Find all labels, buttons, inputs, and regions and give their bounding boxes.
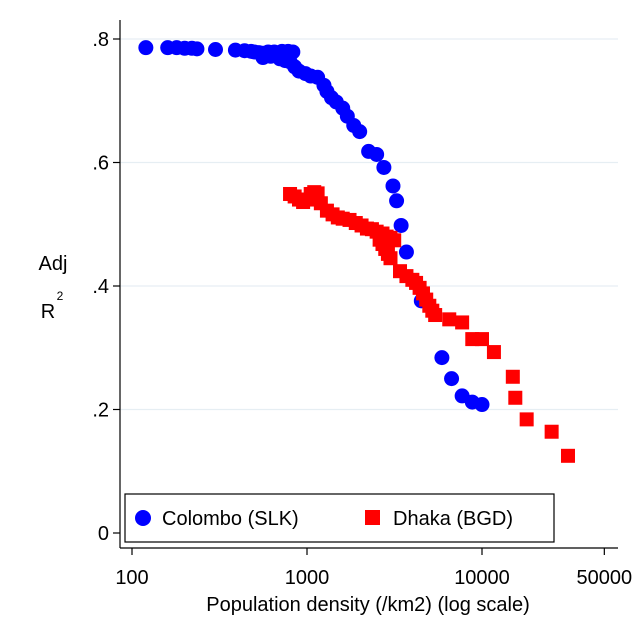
- point-dhaka: [544, 424, 559, 439]
- y-tick-label: .6: [92, 153, 109, 175]
- data-points: [138, 40, 575, 463]
- point-colombo: [369, 146, 385, 162]
- x-tick-label: 10000: [454, 567, 510, 589]
- point-dhaka: [383, 251, 398, 266]
- point-dhaka: [442, 312, 457, 327]
- legend-marker-colombo: [135, 510, 151, 526]
- point-dhaka: [455, 315, 470, 330]
- legend-label-dhaka: Dhaka (BGD): [393, 508, 513, 530]
- legend: Colombo (SLK) Dhaka (BGD): [124, 493, 555, 543]
- gridlines: [120, 38, 618, 411]
- axes: [119, 20, 618, 549]
- y-tick-label: .4: [92, 276, 109, 298]
- legend-box: [124, 493, 555, 543]
- point-dhaka: [519, 412, 534, 427]
- point-colombo: [398, 244, 414, 260]
- y-axis-title-line1: Adj: [39, 253, 68, 275]
- point-colombo: [376, 159, 392, 175]
- point-dhaka: [505, 369, 520, 384]
- legend-marker-dhaka: [365, 510, 380, 525]
- point-colombo: [352, 124, 368, 140]
- point-colombo: [444, 371, 460, 387]
- y-tick-label: 0: [98, 523, 109, 545]
- point-colombo: [189, 41, 205, 57]
- y-axis-ticks: 0 .2 .4 .6 .8: [92, 29, 120, 545]
- x-tick-label: 1000: [285, 567, 330, 589]
- point-colombo: [389, 193, 405, 209]
- y-tick-label: .8: [92, 29, 109, 51]
- y-tick-label: .2: [92, 400, 109, 422]
- point-colombo: [385, 178, 401, 194]
- point-colombo: [207, 41, 223, 57]
- legend-label-colombo: Colombo (SLK): [162, 508, 299, 530]
- point-colombo: [474, 397, 490, 413]
- x-tick-label: 100: [115, 567, 148, 589]
- point-dhaka: [475, 332, 489, 347]
- x-axis-ticks: 100 1000 10000 50000: [115, 548, 632, 589]
- point-dhaka: [560, 448, 575, 463]
- point-colombo: [434, 350, 450, 366]
- y-axis-title-superscript: 2: [57, 289, 64, 303]
- y-axis-title-line2: R: [41, 301, 55, 323]
- x-axis-title: Population density (/km2) (log scale): [206, 594, 529, 616]
- point-colombo: [138, 40, 154, 56]
- y-axis-title: Adj R 2: [39, 253, 68, 323]
- x-tick-label: 50000: [577, 567, 633, 589]
- point-colombo: [393, 217, 409, 233]
- point-dhaka: [486, 345, 501, 360]
- point-dhaka: [387, 233, 402, 248]
- point-dhaka: [508, 390, 523, 405]
- point-dhaka: [428, 308, 443, 323]
